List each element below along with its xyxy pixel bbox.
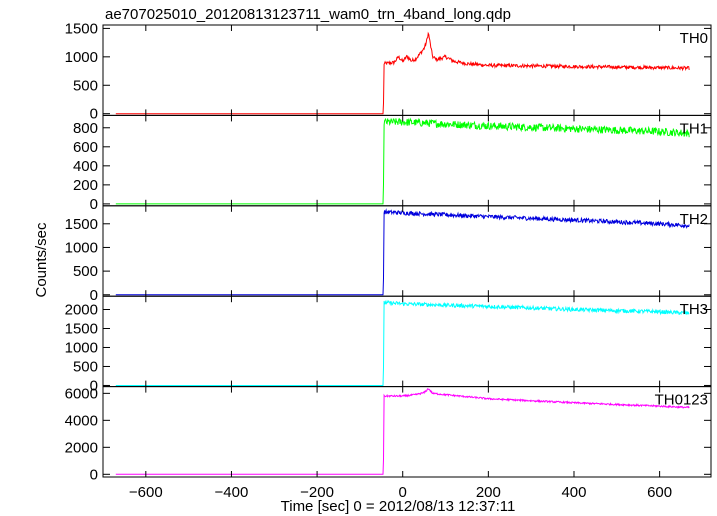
y-tick-label: 2000 [65, 439, 98, 456]
series-name-label: TH0 [680, 30, 708, 47]
y-tick-label: 1500 [65, 320, 98, 337]
y-axis-label: Counts/sec [33, 222, 50, 298]
x-tick-label: 0 [399, 484, 407, 501]
series-line-th0123 [115, 388, 690, 475]
x-tick-label: −400 [215, 484, 249, 501]
x-tick-label: −600 [129, 484, 163, 501]
y-tick-label: 1000 [65, 49, 98, 66]
x-tick-label: 600 [647, 484, 672, 501]
y-tick-label: 500 [73, 358, 98, 375]
y-tick-label: 0 [90, 377, 98, 394]
y-tick-label: 0 [90, 466, 98, 483]
series-name-label: TH2 [680, 211, 708, 228]
y-tick-label: 0 [90, 106, 98, 123]
y-tick-label: 500 [73, 77, 98, 94]
panel-th0: 0 500 1000 1500 TH0 [65, 20, 712, 123]
y-tick-label: 600 [73, 139, 98, 156]
series-line-th3 [115, 299, 690, 386]
series-line-th0 [115, 31, 690, 115]
x-tick-label: −200 [300, 484, 334, 501]
x-tick-label: 200 [476, 484, 501, 501]
y-tick-label: 800 [73, 120, 98, 137]
y-tick-label: 6000 [65, 385, 98, 402]
y-tick-label: 200 [73, 177, 98, 194]
y-tick-label: 400 [73, 158, 98, 175]
panels: 0 500 1000 1500 TH0 0 200 400 600 800 TH1 0 500 1000 1… [65, 20, 712, 501]
series-name-label: TH3 [680, 301, 708, 318]
y-tick-label: 1000 [65, 339, 98, 356]
chart-title: ae707025010_20120813123711_wam0_trn_4ban… [105, 6, 511, 23]
series-name-label: TH1 [680, 120, 708, 137]
y-tick-label: 1000 [65, 239, 98, 256]
y-tick-label: 1500 [65, 216, 98, 233]
y-tick-label: 4000 [65, 412, 98, 429]
x-axis-label: Time [sec] 0 = 2012/08/13 12:37:11 [281, 498, 516, 515]
y-tick-label: 0 [90, 287, 98, 304]
panel-th0123: 0 2000 4000 6000 TH0123 [65, 385, 712, 483]
panel-th1: 0 200 400 600 800 TH1 [73, 114, 712, 213]
y-tick-label: 2000 [65, 301, 98, 318]
series-name-label: TH0123 [655, 392, 708, 409]
panel-frame [102, 386, 712, 478]
x-tick-label: 400 [561, 484, 586, 501]
y-tick-label: 500 [73, 263, 98, 280]
y-tick-label: 0 [90, 196, 98, 213]
y-tick-label: 1500 [65, 20, 98, 37]
